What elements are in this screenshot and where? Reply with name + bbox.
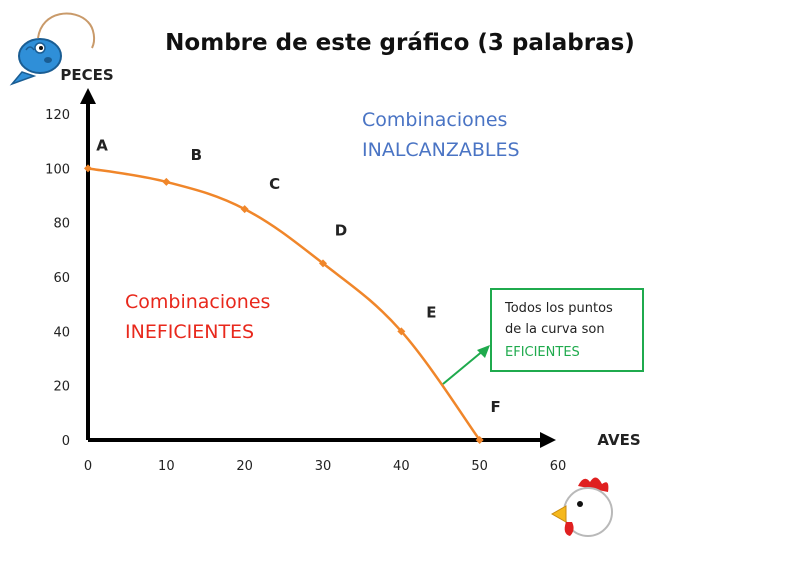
x-tick-label: 20	[236, 459, 253, 474]
curve-point-b	[162, 177, 171, 186]
curve-point-e	[397, 327, 406, 336]
y-tick-label: 0	[62, 434, 70, 449]
x-tick-label: 60	[550, 459, 567, 474]
x-axis-arrow	[540, 432, 556, 448]
x-tick-label: 10	[158, 459, 175, 474]
y-tick-label: 20	[53, 380, 70, 395]
efficient-box	[490, 288, 644, 372]
y-tick-label: 120	[45, 108, 70, 123]
point-label-b: B	[191, 146, 202, 164]
y-tick-label: 40	[53, 325, 70, 340]
curve-points	[84, 164, 484, 444]
efficient-box-line1: Todos los puntos	[504, 301, 613, 316]
x-axis-label: AVES	[597, 431, 640, 449]
y-axis-label: PECES	[60, 66, 113, 84]
point-label-c: C	[269, 175, 280, 193]
point-label-d: D	[335, 221, 347, 239]
x-tick-label: 40	[393, 459, 410, 474]
efficient-arrow	[442, 349, 485, 385]
inefficient-label-line1: Combinaciones	[125, 291, 270, 313]
efficient-arrow-head	[477, 345, 490, 358]
x-tick-label: 50	[471, 459, 488, 474]
curve-point-a	[84, 164, 92, 173]
y-tick-label: 60	[53, 271, 70, 286]
y-tick-labels: 0 20 40 60 80 100 120	[45, 108, 70, 449]
point-label-a: A	[96, 136, 108, 154]
chicken-icon	[550, 477, 613, 537]
y-axis-arrow	[80, 88, 96, 104]
unreachable-label-line1: Combinaciones	[362, 109, 507, 131]
point-label-f: F	[491, 398, 501, 416]
y-tick-label: 100	[45, 162, 70, 177]
x-tick-label: 0	[84, 459, 92, 474]
curve-point-c	[240, 205, 249, 214]
x-tick-labels: 0 10 20 30 40 50 60	[84, 459, 566, 474]
curve-point-f	[475, 436, 484, 444]
fish-icon	[9, 12, 96, 86]
curve-point-labels: A B C D E F	[96, 136, 501, 416]
unreachable-label-line2: INALCANZABLES	[362, 139, 520, 161]
chart-title: Nombre de este gráfico (3 palabras)	[165, 30, 635, 56]
curve-point-d	[319, 259, 327, 268]
efficient-box-line2: de la curva son	[505, 322, 605, 337]
x-tick-label: 30	[315, 459, 332, 474]
inefficient-label-line2: INEFICIENTES	[125, 321, 254, 343]
point-label-e: E	[426, 303, 436, 321]
y-tick-label: 80	[53, 217, 70, 232]
efficient-box-line3: EFICIENTES	[505, 345, 580, 360]
